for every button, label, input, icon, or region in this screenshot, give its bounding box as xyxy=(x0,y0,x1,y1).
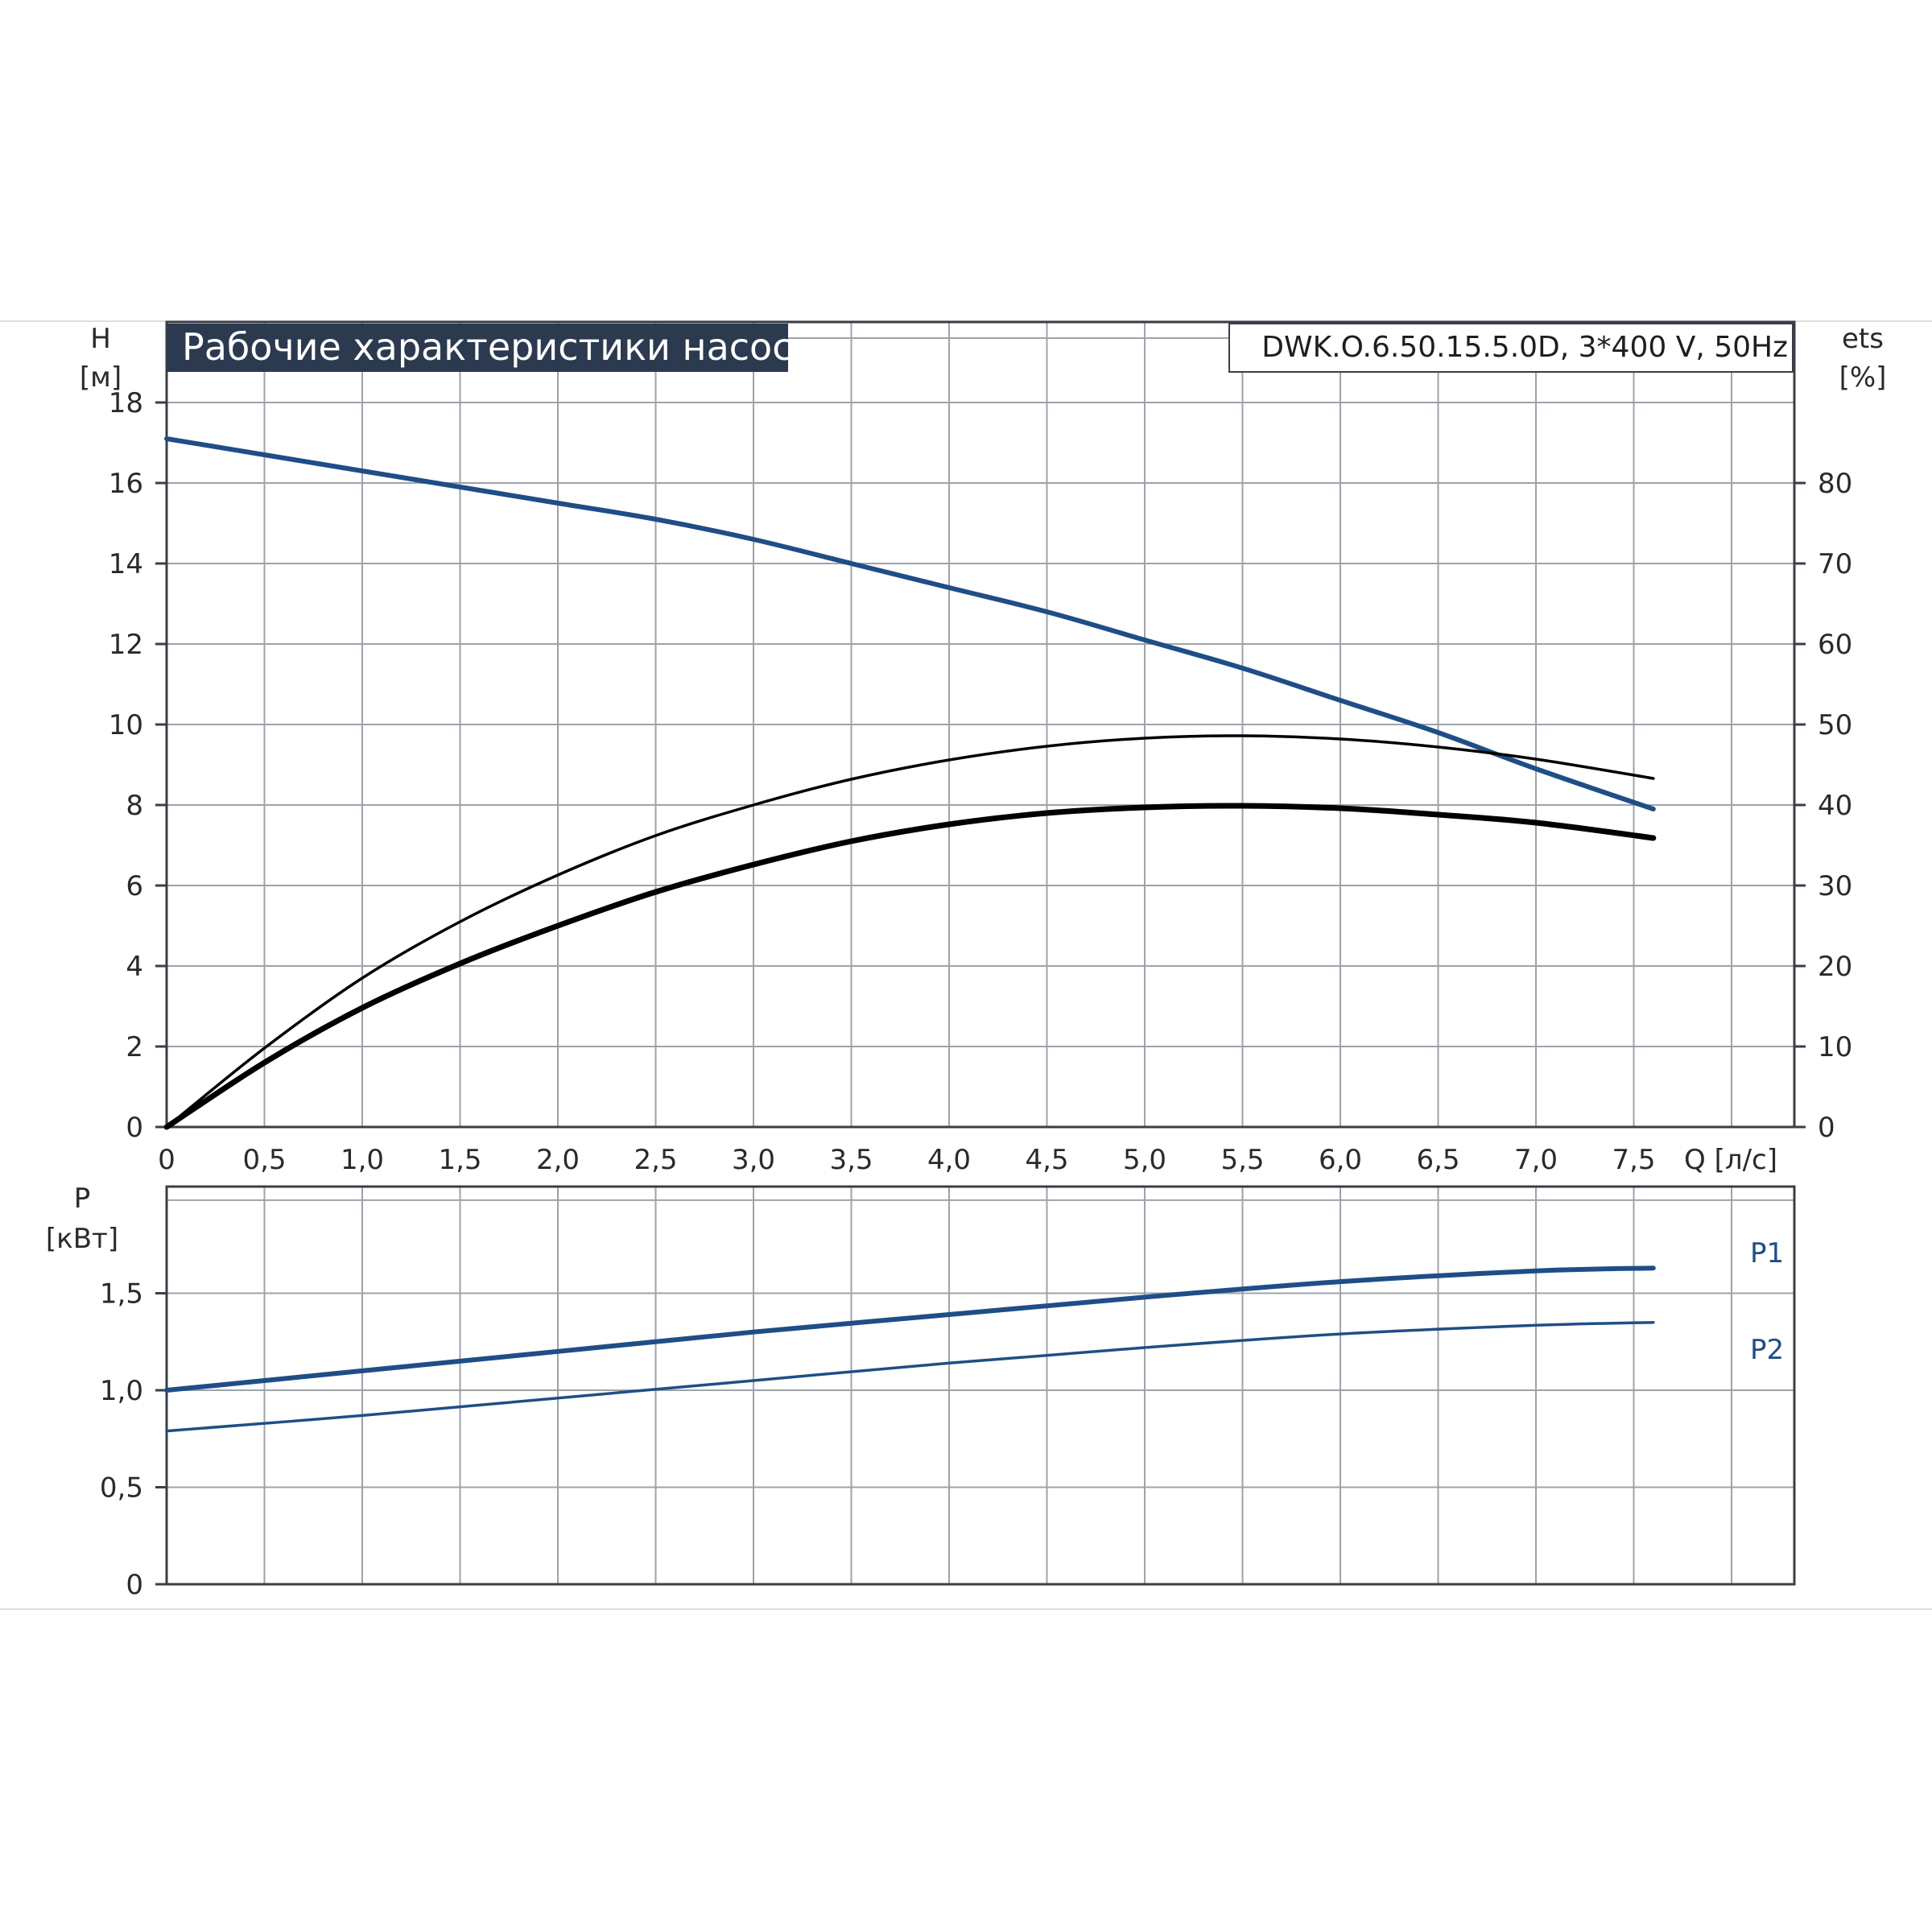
efficiency-tick-label: 10 xyxy=(1818,1031,1852,1063)
head-curve xyxy=(164,436,1656,811)
power-tick-label: 1,0 xyxy=(100,1375,143,1407)
x-tick-label: 2,0 xyxy=(536,1144,580,1176)
x-tick-label: 1,0 xyxy=(341,1144,384,1176)
head-tick-label: 0 xyxy=(126,1112,143,1144)
power-tick-label: 1,5 xyxy=(100,1278,143,1311)
efficiency-tick-label: 60 xyxy=(1818,629,1852,661)
head-tick-label: 8 xyxy=(126,790,143,822)
head-tick-label: 6 xyxy=(126,870,143,902)
x-tick-label: 7,0 xyxy=(1514,1144,1558,1176)
power-axis-unit: [кВт] xyxy=(46,1223,118,1255)
chart-title-banner xyxy=(167,324,788,372)
efficiency-curve-lower xyxy=(163,803,1657,1130)
x-tick-label: 6,5 xyxy=(1416,1144,1459,1176)
efficiency-tick-label: 30 xyxy=(1818,870,1852,902)
x-tick-label: 5,0 xyxy=(1123,1144,1166,1176)
head-tick-label: 4 xyxy=(126,951,143,983)
head-efficiency-series xyxy=(163,436,1657,1130)
efficiency-tick-label: 50 xyxy=(1818,709,1852,741)
head-tick-label: 10 xyxy=(109,709,143,741)
model-label-box xyxy=(1228,323,1794,373)
efficiency-tick-label: 70 xyxy=(1818,548,1852,580)
efficiency-axis-label: ets xyxy=(1842,323,1884,355)
head-tick-label: 12 xyxy=(109,629,143,661)
head-axis-label: H xyxy=(90,323,111,355)
power-plot-frame xyxy=(165,1185,1796,1586)
x-tick-label: 4,5 xyxy=(1025,1144,1068,1176)
power-tick-label: 0 xyxy=(126,1569,143,1601)
head-tick-label: 16 xyxy=(109,468,143,500)
x-tick-label: 1,5 xyxy=(438,1144,481,1176)
power-curve-p1 xyxy=(164,1265,1656,1393)
x-tick-label: 0 xyxy=(158,1144,175,1176)
power-curve-p2 xyxy=(165,1320,1655,1433)
head-axis-tick-labels: 0 2 4 6 8 10 12 14 16 18 xyxy=(109,387,167,1144)
power-series xyxy=(164,1265,1656,1433)
x-tick-label: 4,0 xyxy=(927,1144,971,1176)
x-tick-label: 3,0 xyxy=(732,1144,775,1176)
head-efficiency-grid xyxy=(167,322,1794,1127)
head-axis-unit: [м] xyxy=(80,361,122,394)
efficiency-axis-unit: [%] xyxy=(1839,361,1887,394)
series-label-p1: P1 xyxy=(1750,1237,1784,1269)
power-tick-label: 0,5 xyxy=(100,1472,143,1505)
model-label: DWK.O.6.50.15.5.0D, 3*400 V, 50Hz xyxy=(1261,331,1788,364)
x-axis-tick-labels: 0 0,5 1,0 1,5 2,0 2,5 3,0 3,5 4,0 4,5 5,0 5,5 6,0 6,5… xyxy=(158,1144,1655,1176)
efficiency-axis-tick-labels: 0 10 20 30 40 50 60 70 80 xyxy=(1794,468,1852,1144)
x-tick-label: 0,5 xyxy=(242,1144,286,1176)
efficiency-tick-label: 20 xyxy=(1818,951,1852,983)
power-axis-tick-labels: 0 0,5 1,0 1,5 xyxy=(100,1278,167,1601)
efficiency-curve-upper xyxy=(165,734,1655,1129)
power-axis-label: P xyxy=(74,1183,91,1215)
x-tick-label: 5,5 xyxy=(1220,1144,1264,1176)
head-tick-label: 14 xyxy=(109,548,143,580)
flow-axis-label: Q [л/с] xyxy=(1684,1144,1777,1176)
x-tick-label: 6,0 xyxy=(1319,1144,1362,1176)
power-grid xyxy=(167,1187,1794,1584)
efficiency-tick-label: 40 xyxy=(1818,790,1852,822)
x-tick-label: 3,5 xyxy=(829,1144,873,1176)
head-tick-label: 18 xyxy=(109,387,143,419)
efficiency-tick-label: 80 xyxy=(1818,468,1852,500)
efficiency-tick-label: 0 xyxy=(1818,1112,1835,1144)
x-tick-label: 2,5 xyxy=(634,1144,677,1176)
series-label-p2: P2 xyxy=(1750,1334,1784,1366)
head-tick-label: 2 xyxy=(126,1031,143,1063)
x-tick-label: 7,5 xyxy=(1612,1144,1655,1176)
chart-title: Рабочие характеристики насоса xyxy=(182,325,815,369)
